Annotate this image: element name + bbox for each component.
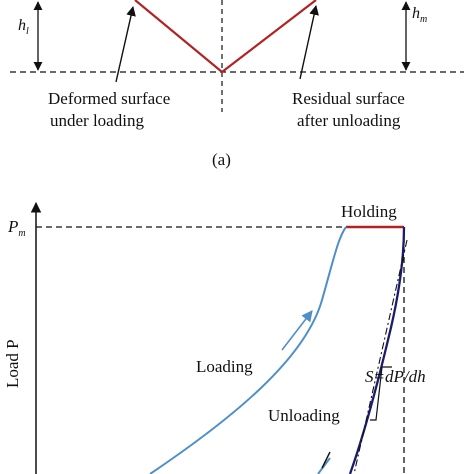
panel-a: hl hm Deformed surface under loading Res… xyxy=(10,0,464,169)
residual-surface-label-line1: Residual surface xyxy=(292,89,405,108)
panel-b: Holding Pm Load P Loading Unloading S=dP… xyxy=(3,201,426,474)
unloading-direction-arrow xyxy=(321,451,331,469)
loading-curve-fragment xyxy=(317,457,331,474)
stiffness-label: S=dP/dh xyxy=(365,367,426,386)
hm-label: hm xyxy=(412,5,427,25)
y-axis-label: Load P xyxy=(3,339,22,388)
loading-curve xyxy=(149,226,347,474)
unloading-curve xyxy=(348,226,406,474)
panel-a-label: (a) xyxy=(212,150,231,169)
holding-label: Holding xyxy=(341,202,397,221)
stiffness-bracket xyxy=(370,366,392,421)
pm-label: Pm xyxy=(7,217,26,239)
hl-label: hl xyxy=(18,17,29,37)
indentation-profile xyxy=(134,0,317,74)
unloading-label: Unloading xyxy=(268,406,340,425)
residual-surface-label-line2: after unloading xyxy=(297,111,401,130)
loading-label: Loading xyxy=(196,357,253,376)
loading-direction-arrow xyxy=(281,310,313,351)
deformed-surface-pointer xyxy=(115,6,136,83)
deformed-surface-label-line1: Deformed surface xyxy=(48,89,170,108)
stiffness-tangent-line xyxy=(353,239,408,474)
deformed-surface-label-line2: under loading xyxy=(50,111,144,130)
residual-surface-pointer xyxy=(299,5,319,80)
